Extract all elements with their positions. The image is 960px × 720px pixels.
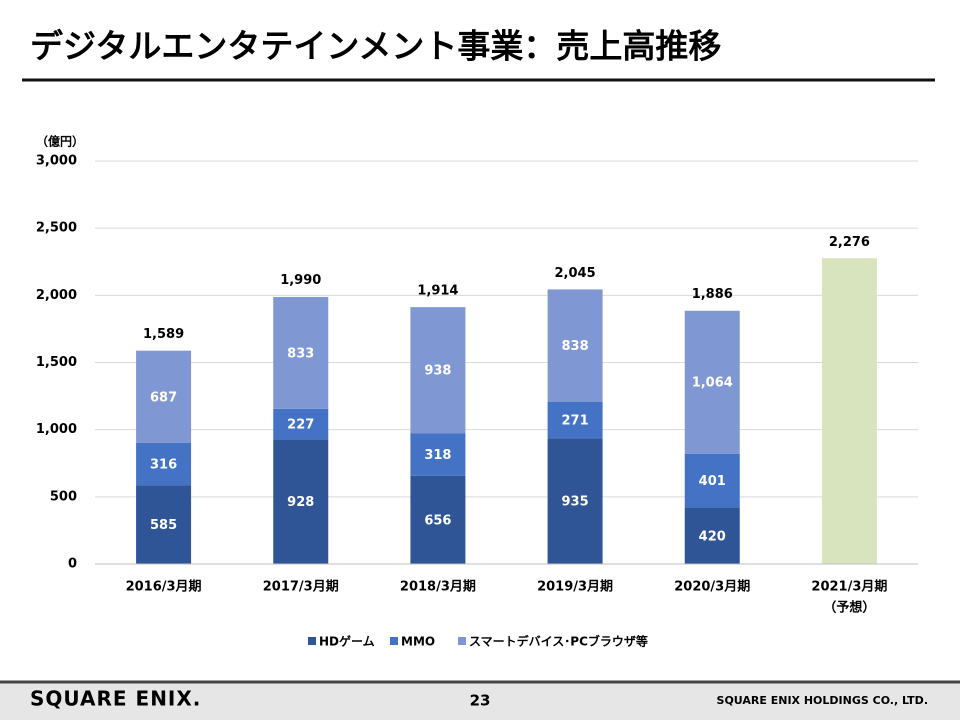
bar-segment — [410, 475, 466, 564]
legend-swatch — [308, 637, 316, 645]
legend-label: MMO — [401, 635, 435, 649]
footer-band — [0, 681, 960, 720]
y-unit: （億円） — [36, 134, 84, 149]
x-tick-label: 2019/3月期 — [537, 580, 613, 595]
x-tick-note: （予想） — [823, 600, 875, 616]
page-number: 23 — [470, 692, 491, 710]
bar-value-label: 271 — [562, 414, 589, 429]
bar-segment — [136, 442, 192, 486]
bar-value-label: 227 — [287, 418, 314, 433]
x-tick-label: 2017/3月期 — [263, 580, 339, 595]
total-label: 1,914 — [417, 283, 458, 298]
legend-swatch — [390, 637, 398, 645]
bar-value-label: 420 — [699, 529, 726, 544]
bar-segment — [684, 310, 740, 454]
footer-company: SQUARE ENIX HOLDINGS CO., LTD. — [717, 694, 928, 707]
bar-segment — [410, 433, 466, 476]
total-label: 2,276 — [829, 235, 870, 250]
y-tick-label: 3,000 — [36, 154, 77, 169]
bar-value-label: 585 — [150, 518, 177, 533]
y-tick-label: 2,500 — [36, 221, 77, 236]
y-tick-label: 1,000 — [36, 422, 77, 437]
x-tick-label: 2018/3月期 — [400, 580, 476, 595]
x-tick-label: 2021/3月期 — [811, 580, 887, 595]
bar-value-label: 656 — [424, 513, 451, 528]
total-label: 1,886 — [692, 287, 733, 302]
footer-logo: SQUARE ENIX. — [30, 687, 201, 711]
bar-value-label: 316 — [150, 458, 177, 473]
x-tick-label: 2020/3月期 — [674, 580, 750, 595]
bar-segment — [547, 401, 603, 439]
y-tick-label: 0 — [68, 557, 77, 572]
y-tick-label: 1,500 — [36, 355, 77, 370]
bar-value-label: 928 — [287, 495, 314, 510]
slide-title: デジタルエンタテインメント事業：売上高推移 — [30, 27, 721, 66]
bar-segment — [547, 438, 603, 564]
bar-segment — [684, 507, 740, 564]
bar-segment — [136, 485, 192, 564]
legend-label: HDゲーム — [319, 634, 375, 649]
legend-swatch — [458, 637, 466, 645]
bar-value-label: 687 — [150, 390, 177, 405]
bar-value-label: 833 — [287, 346, 314, 361]
total-label: 1,990 — [280, 273, 321, 288]
bar-segment — [273, 408, 329, 440]
legend-label: スマートデバイス･PCブラウザ等 — [469, 634, 648, 649]
bar-value-label: 938 — [424, 364, 451, 379]
bar-segment — [547, 289, 603, 402]
bar-value-label: 935 — [562, 495, 589, 510]
bar-value-label: 318 — [424, 448, 451, 463]
forecast-bar — [821, 258, 877, 564]
total-label: 2,045 — [555, 266, 596, 281]
x-tick-label: 2016/3月期 — [126, 580, 202, 595]
bar-value-label: 1,064 — [692, 376, 733, 391]
bar-value-label: 401 — [699, 474, 726, 489]
bar-value-label: 838 — [562, 339, 589, 354]
y-tick-label: 500 — [50, 489, 77, 504]
bar-segment — [273, 296, 329, 409]
bar-segment — [684, 453, 740, 508]
bar-segment — [136, 350, 192, 443]
bar-segment — [273, 439, 329, 564]
total-label: 1,589 — [143, 327, 184, 342]
bar-segment — [410, 307, 466, 434]
y-tick-label: 2,000 — [36, 288, 77, 303]
